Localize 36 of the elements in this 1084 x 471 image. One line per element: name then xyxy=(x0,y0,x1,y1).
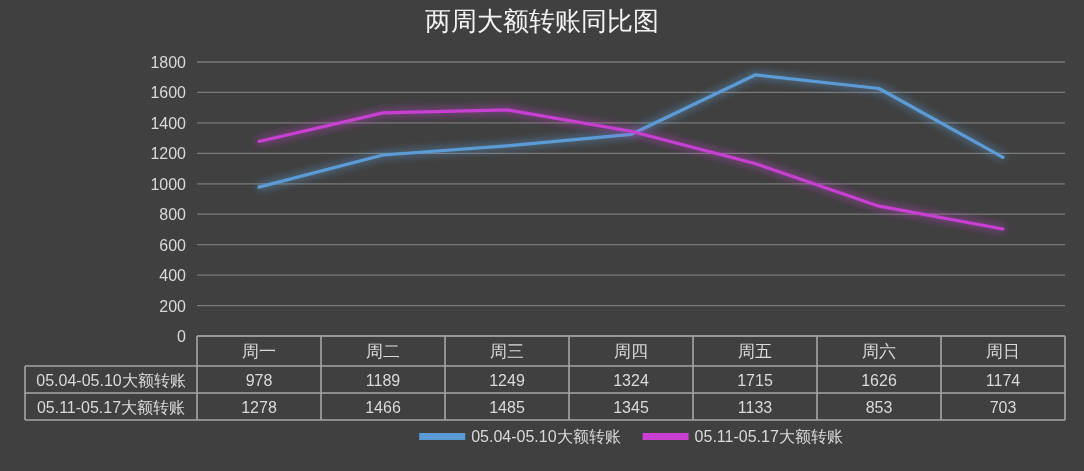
data-label: 1466 xyxy=(365,398,401,416)
y-tick-label: 1000 xyxy=(150,175,187,193)
y-tick-label: 400 xyxy=(159,267,187,285)
data-label: 1249 xyxy=(489,371,525,389)
y-tick-label: 1200 xyxy=(150,145,187,163)
x-tick-label: 周二 xyxy=(366,342,400,361)
x-tick-label: 周五 xyxy=(738,342,772,361)
legend-label: 05.04-05.10大额转账 xyxy=(471,428,621,445)
y-tick-label: 200 xyxy=(159,297,187,315)
data-label: 1324 xyxy=(613,371,649,389)
data-label: 978 xyxy=(245,371,273,389)
x-tick-label: 周一 xyxy=(242,342,276,361)
data-label: 1485 xyxy=(489,398,525,416)
data-label: 853 xyxy=(865,398,893,416)
data-label: 1278 xyxy=(241,398,277,416)
y-tick-label: 800 xyxy=(159,206,187,224)
x-tick-label: 周六 xyxy=(862,342,896,361)
data-label: 1626 xyxy=(861,371,897,389)
data-label: 703 xyxy=(989,398,1017,416)
chart-title: 两周大额转账同比图 xyxy=(425,7,659,36)
x-tick-label: 周四 xyxy=(614,342,648,361)
x-tick-label: 周三 xyxy=(490,342,524,361)
text: 05.04-05.10大额转账 xyxy=(36,371,186,389)
y-tick-label: 600 xyxy=(159,236,187,254)
data-label: 1345 xyxy=(613,398,649,416)
y-tick-label: 1400 xyxy=(150,114,187,132)
y-tick-label: 0 xyxy=(177,328,187,345)
data-label: 1174 xyxy=(985,371,1021,389)
data-label: 1189 xyxy=(365,371,401,389)
text: 05.11-05.17大额转账 xyxy=(36,398,186,416)
data-label: 1715 xyxy=(737,371,773,389)
x-tick-label: 周日 xyxy=(986,342,1020,361)
y-tick-label: 1600 xyxy=(150,84,187,102)
data-label: 1133 xyxy=(737,398,773,416)
y-tick-label: 1800 xyxy=(150,54,187,71)
legend-label: 05.11-05.17大额转账 xyxy=(694,428,843,445)
